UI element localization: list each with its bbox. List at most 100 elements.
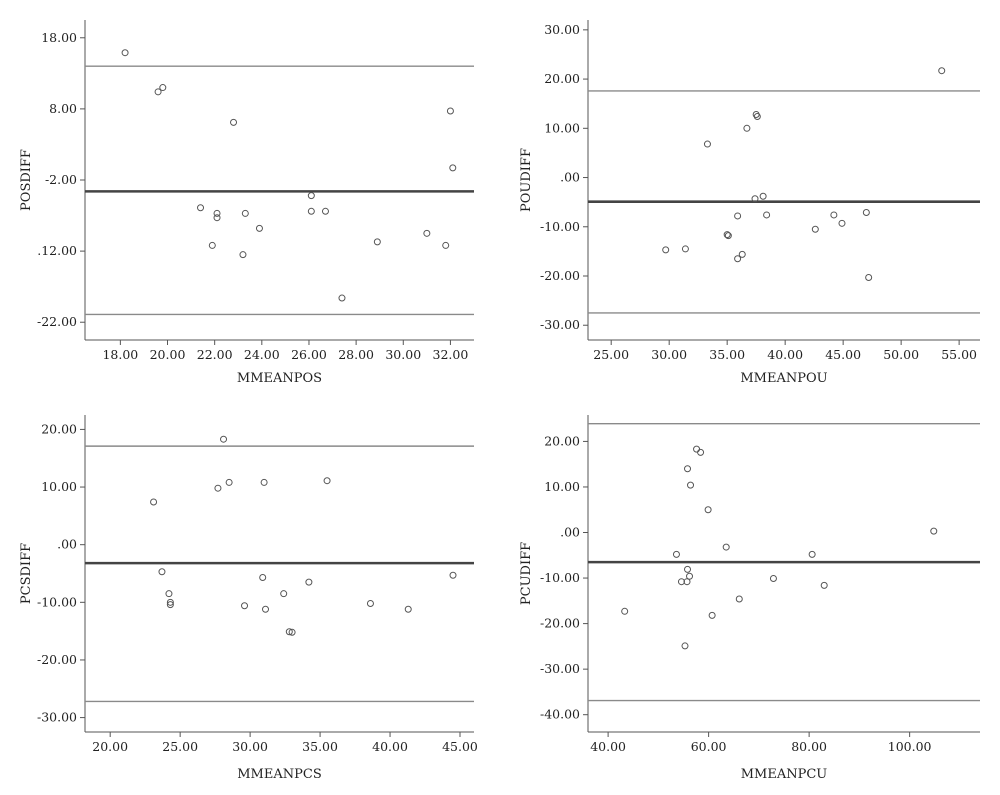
y-tick-label: -20.00	[37, 652, 77, 667]
data-point	[697, 448, 705, 456]
data-point	[743, 124, 751, 132]
x-tick-label: 60.00	[691, 739, 727, 754]
y-tick-label: .00	[560, 525, 580, 540]
y-tick-label: 10.00	[544, 120, 580, 135]
data-point	[734, 212, 742, 220]
data-point	[722, 543, 730, 551]
data-point	[166, 598, 174, 606]
y-axis-title: POSDIFF	[19, 149, 34, 211]
y-tick-label: 20.00	[544, 71, 580, 86]
data-point	[373, 238, 381, 246]
data-point	[260, 478, 268, 486]
chart-panel-1: 18.00 8.00 -2.00 .12.00 -22.00 18.00 20.00 22.0…	[19, 20, 474, 386]
data-point	[255, 224, 263, 232]
data-point	[734, 255, 742, 263]
y-tick-label: 30.00	[544, 22, 580, 37]
data-point	[366, 599, 374, 607]
y-tick-label: 10.00	[544, 479, 580, 494]
data-point	[213, 214, 221, 222]
x-tick-label: 30.00	[232, 739, 268, 754]
x-tick-label: 22.00	[197, 347, 233, 362]
data-point	[213, 209, 221, 217]
data-point	[672, 550, 680, 558]
y-axis-title: PCSDIFF	[19, 543, 34, 604]
y-tick-label: .00	[57, 537, 77, 552]
chart-panel-3: 20.00 10.00 .00 -10.00 -20.00 -30.00 20.00 25.0…	[19, 415, 478, 782]
y-tick-label: .12.00	[37, 243, 77, 258]
data-point	[321, 207, 329, 215]
y-tick-label: -2.00	[45, 172, 77, 187]
y-tick-label: -40.00	[540, 707, 580, 722]
data-point	[449, 164, 457, 172]
x-tick-label: 100.00	[888, 739, 932, 754]
y-tick-label: -20.00	[540, 616, 580, 631]
y-tick-label: 20.00	[41, 421, 77, 436]
data-point	[838, 219, 846, 227]
data-point	[214, 484, 222, 492]
data-point	[323, 477, 331, 485]
x-tick-label: 24.00	[244, 347, 280, 362]
x-axis-title: MMEANPCS	[237, 767, 321, 782]
x-axis-title: MMEANPOS	[237, 371, 322, 386]
x-tick-label: 55.00	[941, 347, 977, 362]
data-point	[759, 192, 767, 200]
x-tick-label: 80.00	[791, 739, 827, 754]
x-tick-label: 40.00	[372, 739, 408, 754]
data-point	[735, 595, 743, 603]
x-tick-label: 35.00	[709, 347, 745, 362]
y-tick-label: -30.00	[540, 317, 580, 332]
data-point	[423, 229, 431, 237]
data-point	[307, 207, 315, 215]
y-tick-label: 18.00	[41, 30, 77, 45]
y-tick-label: -10.00	[540, 219, 580, 234]
chart-panel-2: 30.00 20.00 10.00 .00 -10.00 -20.00 -30.00 25.0…	[519, 20, 980, 386]
data-point	[751, 195, 759, 203]
data-point	[154, 88, 162, 96]
x-tick-label: 45.00	[825, 347, 861, 362]
x-tick-label: 50.00	[883, 347, 919, 362]
data-point	[208, 241, 216, 249]
x-tick-label: 32.00	[433, 347, 469, 362]
y-axis-title: POUDIFF	[519, 148, 534, 212]
x-tick-label: 30.00	[651, 347, 687, 362]
data-point	[763, 211, 771, 219]
data-point	[307, 192, 315, 200]
x-tick-label: 40.00	[767, 347, 803, 362]
data-point	[830, 211, 838, 219]
data-point	[753, 112, 761, 120]
x-tick-label: 30.00	[385, 347, 421, 362]
data-point	[693, 445, 701, 453]
data-point	[241, 602, 249, 610]
y-tick-label: -30.00	[37, 710, 77, 725]
y-tick-label: -20.00	[540, 268, 580, 283]
data-point	[158, 568, 166, 576]
data-point	[811, 225, 819, 233]
data-point	[683, 578, 691, 586]
x-tick-label: 40.00	[590, 739, 626, 754]
y-tick-label: -10.00	[37, 594, 77, 609]
data-point	[930, 527, 938, 535]
y-tick-label: 8.00	[49, 101, 77, 116]
data-point	[165, 590, 173, 598]
x-tick-label: 28.00	[338, 347, 374, 362]
data-point	[938, 67, 946, 75]
data-point	[708, 611, 716, 619]
y-tick-label: -22.00	[37, 314, 77, 329]
data-point	[662, 246, 670, 254]
y-tick-label: -30.00	[540, 661, 580, 676]
x-tick-label: 25.00	[593, 347, 629, 362]
x-axis-title: MMEANPOU	[740, 371, 827, 386]
data-point	[686, 572, 694, 580]
data-point	[808, 550, 816, 558]
data-point	[738, 250, 746, 258]
y-axis-title: PCUDIFF	[519, 542, 534, 605]
data-point	[220, 435, 228, 443]
y-tick-label: 20.00	[544, 433, 580, 448]
data-point	[704, 506, 712, 514]
data-point	[865, 273, 873, 281]
data-point	[681, 245, 689, 253]
y-tick-label: -10.00	[540, 570, 580, 585]
data-point	[684, 565, 692, 573]
y-tick-label: .00	[560, 170, 580, 185]
x-tick-label: 45.00	[442, 739, 478, 754]
